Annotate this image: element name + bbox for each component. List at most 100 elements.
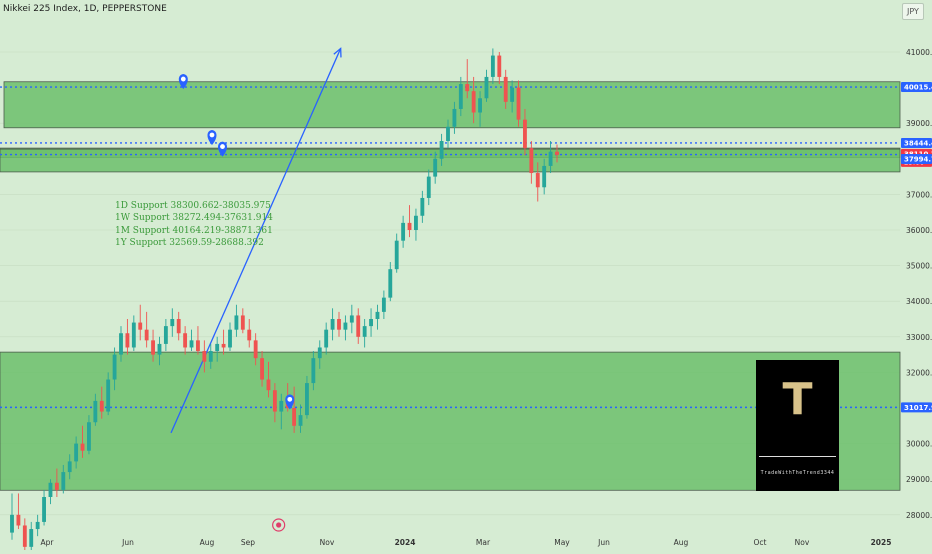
candle-body: [337, 319, 341, 330]
support-line-1y: 1Y Support 32569.59-28688.392: [115, 237, 264, 248]
candle-body: [176, 319, 181, 334]
candle-body: [381, 297, 386, 312]
price-label-tag: [901, 137, 932, 148]
candle-body: [266, 379, 271, 391]
candle-body: [548, 151, 553, 166]
x-tick-label: Jun: [597, 538, 610, 547]
candle-body: [542, 165, 547, 188]
candle-body: [305, 383, 309, 416]
price-label-tag: [901, 153, 932, 164]
x-tick-label: Sep: [241, 538, 255, 547]
price-label-text: 38444.4: [904, 139, 932, 147]
map-pin-icon: [285, 394, 295, 410]
candle-body: [420, 197, 425, 216]
y-tick-label: 35000.0: [906, 262, 932, 271]
candle-body: [401, 222, 406, 241]
candle-body: [144, 329, 149, 341]
support-line-1w: 1W Support 38272.494-37631.914: [115, 213, 273, 224]
price-label-text: 37994.7: [904, 155, 932, 163]
price-label-text: 31017.9: [904, 404, 932, 412]
support-zone: [3, 81, 901, 129]
y-tick-label: 33000.0: [906, 333, 932, 342]
x-tick-label: Nov: [795, 538, 810, 547]
watermark-logo: T TradeWithTheTrend3344: [756, 360, 839, 491]
y-tick-label: 28000.0: [906, 511, 932, 520]
logo-letter: T: [782, 374, 813, 425]
candle-body: [29, 529, 34, 547]
candle-body: [375, 311, 380, 319]
support-zone: [0, 351, 901, 491]
candle-body: [260, 358, 264, 380]
candle-body: [253, 340, 258, 359]
candle-body: [157, 343, 162, 355]
candle-body: [215, 343, 220, 352]
x-tick-label: Aug: [674, 538, 689, 547]
x-tick-label: Mar: [476, 538, 491, 547]
currency-badge[interactable]: JPY: [902, 3, 924, 20]
candle-body: [163, 326, 168, 344]
x-tick-label: 2025: [871, 538, 892, 547]
map-pin-shape: [207, 129, 217, 145]
y-tick-label: 32000.0: [906, 368, 932, 377]
candle-body: [99, 400, 104, 412]
price-label-tag: [901, 82, 932, 93]
candle-body: [490, 55, 495, 77]
x-tick-label: 2024: [395, 538, 416, 547]
candle-body: [369, 319, 373, 327]
candle-body: [298, 415, 303, 426]
target-icon-outer: [272, 518, 286, 532]
candle-body: [458, 84, 463, 109]
candle-body: [202, 351, 207, 362]
candle-body: [394, 240, 399, 270]
candle-body: [183, 333, 188, 348]
candle-body: [138, 322, 143, 330]
map-pin-shape: [178, 74, 188, 90]
candle-body: [478, 98, 482, 113]
y-tick-label: 37000.0: [906, 190, 932, 199]
candle-body: [42, 497, 46, 522]
candle-body: [125, 333, 130, 348]
candle-body: [112, 354, 117, 380]
candle-body: [535, 173, 540, 188]
x-tick-label: Apr: [41, 538, 55, 547]
x-tick-label: May: [554, 538, 570, 547]
map-pin-icon: [178, 74, 188, 90]
candle-body: [465, 84, 470, 92]
candle-body: [388, 269, 393, 298]
y-tick-label: 30000.0: [906, 440, 932, 449]
x-tick-label: Jun: [121, 538, 134, 547]
candle-body: [516, 87, 521, 120]
candle-body: [497, 55, 502, 77]
x-tick-label: Aug: [200, 538, 215, 547]
candle-body: [35, 521, 40, 530]
candle-body: [433, 158, 438, 177]
map-pin-shape: [285, 394, 295, 410]
map-pin-shape: [218, 141, 227, 157]
candle-body: [80, 443, 85, 451]
candle-body: [87, 422, 91, 451]
candle-body: [234, 315, 239, 330]
map-pin-icon: [207, 129, 217, 145]
candle-body: [349, 315, 354, 323]
candle-body: [189, 340, 194, 348]
price-label-text: 40015.4: [904, 84, 932, 92]
candle-body: [311, 358, 316, 384]
candle-body: [523, 119, 527, 149]
candle-body: [106, 379, 111, 412]
candle-body: [510, 87, 515, 102]
candle-body: [67, 461, 72, 473]
candle-body: [330, 319, 335, 330]
candle-body: [196, 340, 200, 352]
chart-title: Nikkei 225 Index, 1D, PEPPERSTONE: [3, 4, 167, 14]
candle-body: [503, 76, 508, 102]
candle-body: [452, 108, 457, 127]
candle-body: [228, 329, 232, 348]
candle-body: [247, 329, 252, 341]
candle-body: [54, 482, 59, 490]
candle-body: [446, 126, 450, 141]
candle-body: [471, 91, 476, 113]
candle-body: [22, 525, 27, 547]
support-zone: [0, 148, 901, 173]
